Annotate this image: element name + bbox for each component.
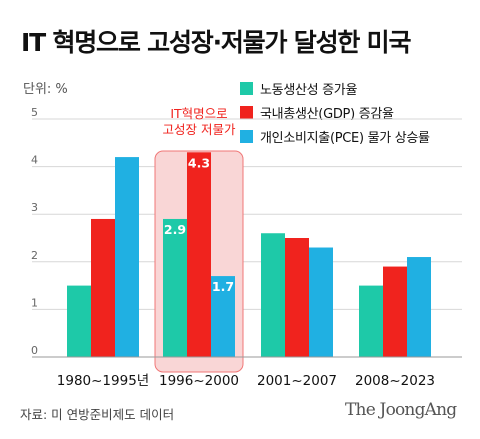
bar	[383, 266, 407, 357]
bar	[359, 285, 383, 357]
bar	[309, 247, 333, 357]
brand-logo: The JoongAng	[345, 400, 457, 420]
bar	[285, 238, 309, 357]
bar	[163, 218, 187, 357]
x-tick-label: 2001~2007	[257, 373, 337, 389]
legend-label-gdp: 국내총생산(GDP) 증감율	[260, 106, 394, 122]
y-tick-label: 2	[31, 249, 38, 262]
legend-swatch-pce	[240, 129, 253, 143]
bar	[115, 157, 139, 357]
x-tick-label: 2008~2023	[355, 373, 435, 389]
legend-label-pce: 개인소비지출(PCE) 물가 상승률	[260, 130, 430, 146]
bar	[407, 257, 431, 357]
bar	[91, 218, 115, 357]
y-tick-label: 0	[31, 344, 38, 357]
y-tick-label: 5	[31, 106, 38, 119]
legend-swatch-productivity	[240, 81, 253, 95]
y-tick-label: 3	[31, 201, 38, 214]
bar	[187, 152, 211, 357]
y-tick-label: 4	[31, 154, 38, 167]
highlight-label-line1: IT혁명으로	[170, 106, 227, 121]
x-tick-label: 1980~1995년	[57, 373, 149, 389]
bar	[67, 285, 91, 357]
data-label: 2.9	[164, 222, 186, 237]
unit-label: 단위: %	[23, 82, 68, 97]
legend-item-productivity: 노동생산성 증가율	[240, 76, 430, 100]
source-note: 자료: 미 연방준비제도 데이터	[20, 407, 175, 422]
data-label: 1.7	[212, 279, 234, 294]
bar	[261, 233, 285, 357]
data-label: 4.3	[188, 155, 210, 170]
y-tick-label: 1	[31, 296, 38, 309]
legend-item-pce: 개인소비지출(PCE) 물가 상승률	[240, 124, 430, 148]
chart-legend: 노동생산성 증가율 국내총생산(GDP) 증감율 개인소비지출(PCE) 물가 …	[240, 76, 430, 148]
highlight-label-line2: 고성장 저물가	[163, 122, 236, 137]
legend-swatch-gdp	[240, 105, 253, 119]
bar	[211, 276, 235, 357]
x-tick-label: 1996~2000	[159, 373, 239, 389]
legend-label-productivity: 노동생산성 증가율	[260, 82, 358, 98]
legend-item-gdp: 국내총생산(GDP) 증감율	[240, 100, 430, 124]
page-title: IT 혁명으로 고성장·저물가 달성한 미국	[21, 28, 411, 57]
